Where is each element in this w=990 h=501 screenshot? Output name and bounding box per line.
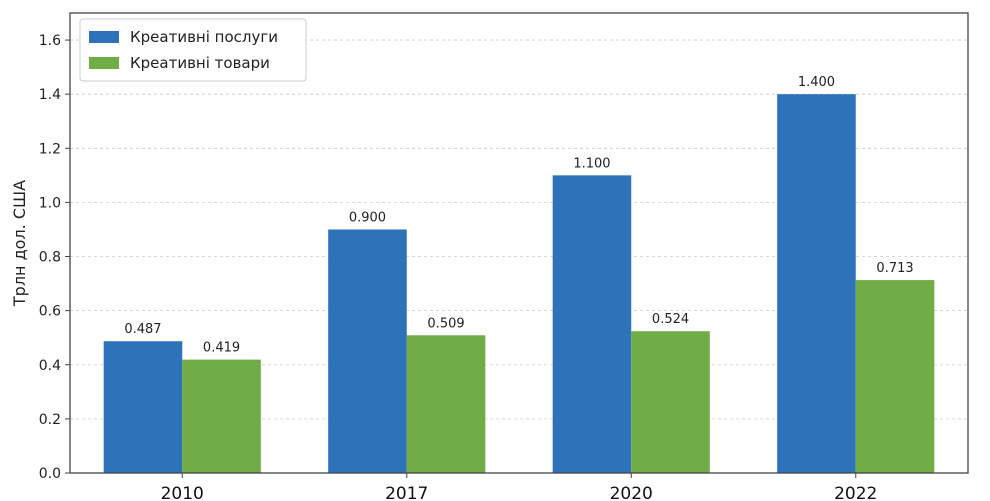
- legend-label: Креативні товари: [130, 54, 270, 72]
- bar: [631, 331, 710, 473]
- legend-swatch: [89, 57, 119, 69]
- x-axis-ticks: 2010 2017 2020 2022: [161, 473, 877, 501]
- bar: [552, 175, 632, 473]
- bar: [328, 229, 407, 473]
- y-tick-label: 0.6: [39, 304, 61, 320]
- y-tick-label: 1.0: [39, 195, 61, 211]
- data-label: 0.509: [427, 316, 464, 331]
- legend-swatch: [89, 31, 119, 43]
- bars: [103, 94, 935, 474]
- y-tick-label: 1.6: [39, 33, 61, 49]
- y-tick-label: 1.2: [39, 141, 61, 157]
- bar: [855, 280, 935, 473]
- x-tick-label: 2017: [385, 484, 428, 501]
- y-tick-label: 0.0: [39, 466, 61, 482]
- y-tick-label: 1.4: [39, 87, 61, 103]
- legend: Креативні послуги Креативні товари: [79, 18, 307, 82]
- data-label: 1.400: [798, 75, 835, 90]
- data-labels: 0.487 0.419 0.900 0.509 1.100 0.524 1.400 0.713: [124, 75, 913, 355]
- y-tick-label: 0.8: [39, 250, 61, 266]
- data-label: 0.524: [652, 312, 689, 327]
- y-tick-label: 0.4: [39, 358, 61, 374]
- x-tick-label: 2022: [834, 484, 877, 501]
- bar: [103, 341, 183, 473]
- x-tick-label: 2020: [610, 484, 653, 501]
- legend-label: Креативні послуги: [130, 28, 278, 46]
- bar: [182, 359, 261, 473]
- data-label: 1.100: [573, 156, 610, 171]
- bar: [406, 335, 486, 473]
- data-label: 0.419: [203, 341, 240, 356]
- y-tick-label: 0.2: [39, 412, 61, 428]
- y-axis-ticks: 0.0 0.2 0.4 0.6 0.8 1.0 1.2 1.4 1.6: [39, 33, 70, 482]
- data-label: 0.900: [349, 210, 386, 225]
- y-axis-title: Трлн дол. США: [10, 180, 29, 307]
- legend-box: [79, 18, 307, 82]
- plot-frame: [69, 12, 969, 474]
- x-tick-label: 2010: [161, 484, 204, 501]
- data-label: 0.713: [876, 261, 913, 276]
- bar: [777, 94, 856, 474]
- data-label: 0.487: [124, 322, 161, 337]
